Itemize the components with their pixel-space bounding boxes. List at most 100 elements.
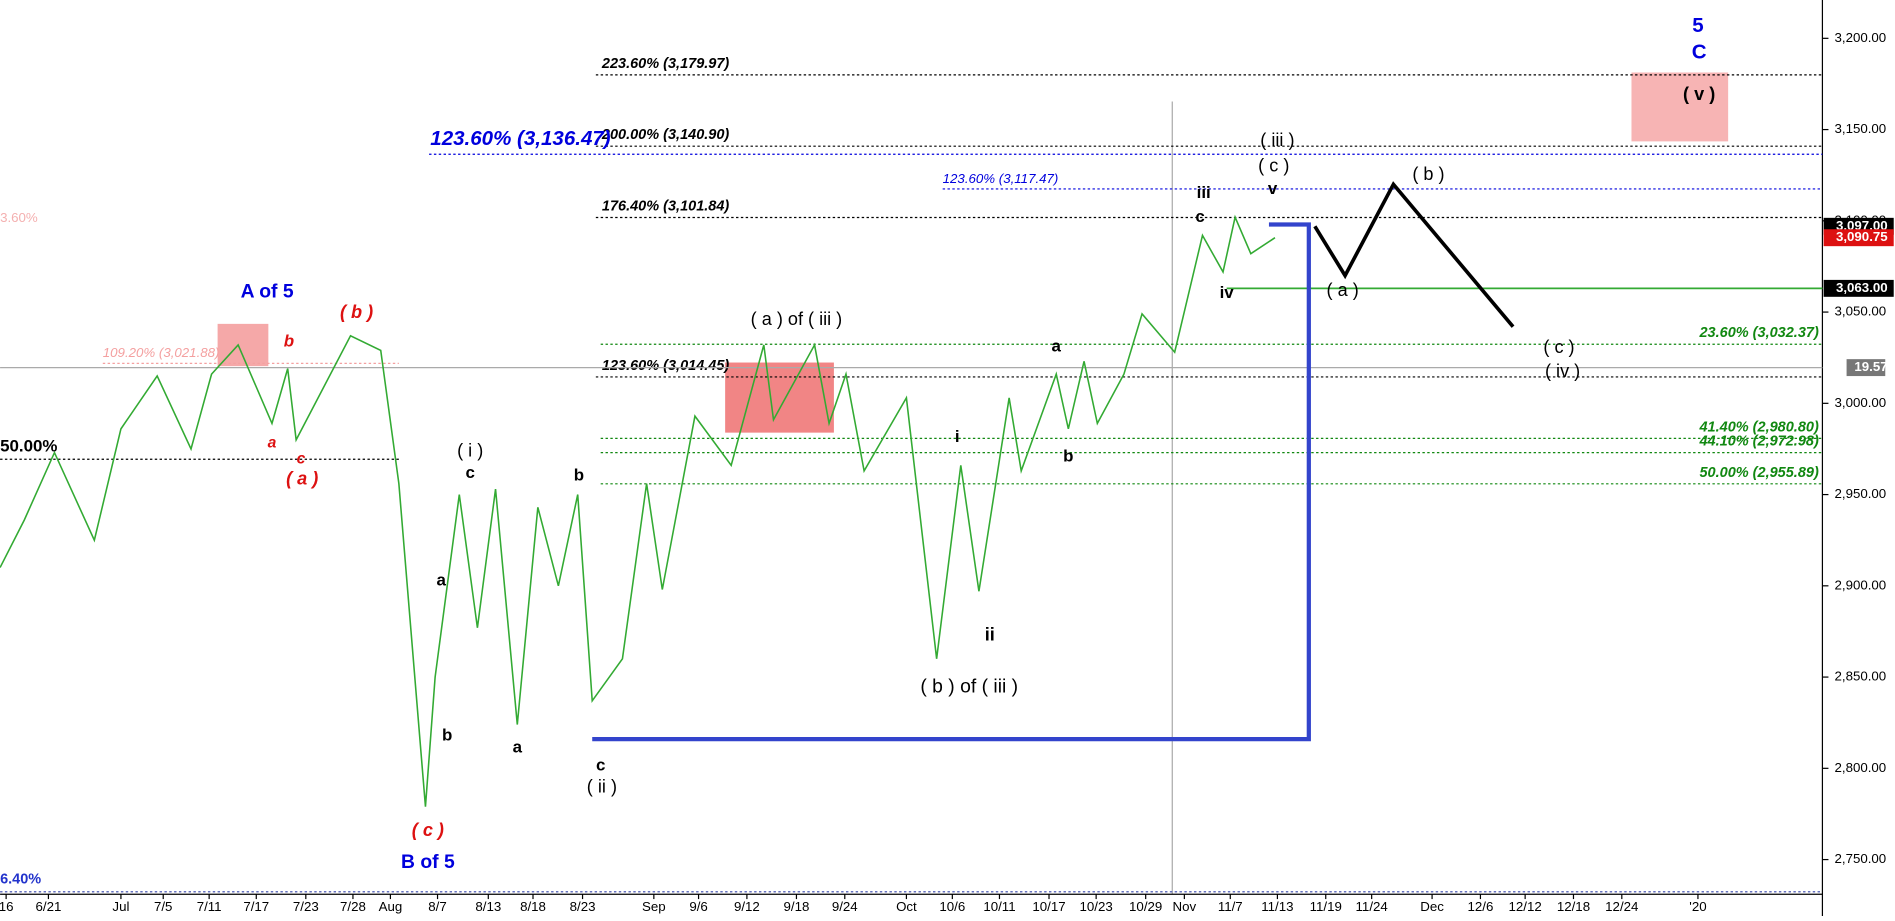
x-tick-label: 7/23	[293, 899, 319, 914]
zone-box	[725, 362, 834, 433]
wave-label: a	[436, 571, 446, 590]
fib-label: 44.10% (2,972.98)	[1698, 434, 1818, 450]
y-tick-label: 2,950.00	[1834, 486, 1886, 501]
x-tick-label: 11/24	[1356, 899, 1388, 914]
wave-label: i	[955, 427, 960, 446]
wave-label: c	[297, 450, 306, 467]
x-tick-label: 7/17	[243, 899, 269, 914]
x-tick-label: 8/7	[428, 899, 446, 914]
x-tick-label: Aug	[379, 899, 403, 914]
side-label: 6.40%	[0, 872, 41, 888]
target-zone	[1631, 72, 1729, 142]
x-tick-label: 8/18	[520, 899, 546, 914]
wave-label: C	[1692, 41, 1707, 64]
wave-label: ( b )	[340, 302, 373, 322]
fib-label: 23.60% (3,032.37)	[1698, 325, 1818, 341]
x-tick-label: 12/24	[1605, 899, 1638, 914]
x-tick-label: 7/11	[197, 899, 222, 914]
y-tick-label: 2,850.00	[1834, 669, 1886, 684]
wave-label: ( c )	[412, 820, 444, 840]
wave-label: ( c )	[1543, 337, 1574, 357]
x-tick-label: '20	[1689, 899, 1706, 914]
wave-label: ( a )	[1327, 280, 1359, 300]
x-tick-label: 11/19	[1310, 899, 1342, 914]
x-tick-label: 9/24	[832, 899, 858, 914]
x-tick-label: 10/11	[983, 899, 1015, 914]
x-tick-label: 9/12	[734, 899, 760, 914]
wave-label: ( i )	[457, 441, 483, 461]
x-tick-label: 12/18	[1557, 899, 1590, 914]
x-tick-label: Jul	[112, 899, 129, 914]
x-tick-label: 10/6	[939, 899, 965, 914]
x-tick-label: Dec	[1420, 899, 1444, 914]
x-tick-label: 8/23	[570, 899, 596, 914]
wave-label: a	[513, 737, 523, 756]
wave-label: a	[268, 435, 277, 452]
wave-label: iv	[1220, 283, 1235, 302]
y-tick-label: 3,050.00	[1834, 304, 1886, 319]
wave-label: ( c )	[1258, 156, 1289, 176]
price-box-label: 3,090.75	[1836, 229, 1888, 244]
wave-label: ( b )	[1412, 164, 1444, 184]
fib-label: 50.00% (2,955.89)	[1699, 465, 1818, 481]
fib-label: 223.60% (3,179.97)	[601, 56, 730, 72]
x-tick-label: 7/5	[154, 899, 172, 914]
x-tick-label: 10/29	[1129, 899, 1162, 914]
wave-label: ( iii )	[1260, 130, 1294, 150]
wave-label: c	[465, 463, 474, 482]
x-tick-label: 8/13	[475, 899, 501, 914]
price-box-label: 3,097.00	[1836, 218, 1888, 233]
side-label: 3.60%	[0, 210, 38, 225]
fib-label: 123.60% (3,117.47)	[943, 171, 1059, 186]
x-tick-label: 6/21	[35, 899, 61, 914]
y-tick-label: 2,750.00	[1834, 851, 1886, 866]
y-tick-label: 3,150.00	[1834, 121, 1886, 136]
fib-label: 109.20% (3,021.88)	[103, 345, 220, 360]
wave-label: 5	[1692, 14, 1703, 37]
fib-label: 176.40% (3,101.84)	[602, 198, 730, 214]
wave-label: b	[442, 725, 452, 744]
wave-label: iii	[1197, 183, 1211, 202]
fib-label: 200.00% (3,140.90)	[601, 127, 730, 143]
wave-label: a	[1052, 336, 1062, 355]
wave-label: ( v )	[1683, 84, 1715, 104]
wave-label: v	[1268, 179, 1278, 198]
wave-label: b	[284, 331, 294, 350]
x-tick-label: 9/18	[784, 899, 810, 914]
x-tick-label: 7/28	[340, 899, 366, 914]
x-tick-label: 11/7	[1218, 899, 1243, 914]
projection-path	[1313, 181, 1515, 328]
wave-channel	[592, 222, 1311, 742]
x-tick-label: 16	[0, 899, 14, 914]
x-tick-label: 12/6	[1467, 899, 1493, 914]
price-box-label: 19.57	[1854, 359, 1887, 374]
price-box	[1823, 229, 1894, 247]
wave-label: b	[1063, 446, 1073, 465]
fib-label: 123.60% (3,136.47)	[430, 127, 611, 150]
x-tick-label: 10/17	[1032, 899, 1065, 914]
wave-label: ( a )	[286, 469, 318, 489]
wave-label: ii	[985, 624, 995, 644]
price-box	[1823, 279, 1894, 297]
price-box-label: 3,063.00	[1836, 280, 1888, 295]
fib-label: 123.60% (3,014.45)	[602, 358, 730, 374]
x-tick-label: 11/13	[1261, 899, 1293, 914]
wave-label: ( ii )	[587, 777, 617, 797]
price-line	[0, 214, 1276, 807]
wave-label: ( a ) of ( iii )	[751, 309, 843, 329]
y-tick-label: 3,000.00	[1834, 395, 1886, 410]
y-tick-label: 2,900.00	[1834, 577, 1886, 592]
fib-label: 41.40% (2,980.80)	[1698, 419, 1818, 435]
x-tick-label: Oct	[896, 899, 917, 914]
price-box	[1846, 359, 1886, 377]
wave-label: b	[574, 466, 584, 485]
y-tick-label: 3,200.00	[1834, 30, 1886, 45]
wave-label: c	[596, 756, 605, 775]
y-tick-label: 2,800.00	[1834, 760, 1886, 775]
wave-label: ( b ) of ( iii )	[920, 677, 1018, 698]
x-tick-label: Sep	[642, 899, 666, 914]
x-tick-label: 9/6	[689, 899, 707, 914]
side-label: 50.00%	[0, 437, 57, 456]
